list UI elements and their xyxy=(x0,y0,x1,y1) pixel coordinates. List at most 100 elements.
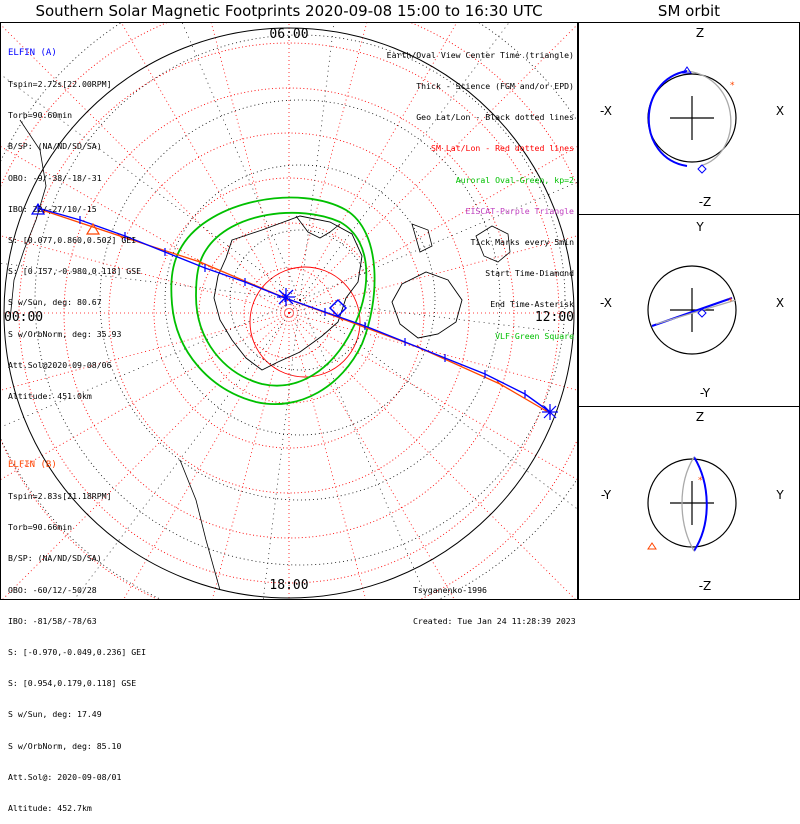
legend-item: Auroral Oval-Green, kp=2 xyxy=(455,174,574,185)
center-asterisk xyxy=(278,289,294,305)
orbit-asterisk: * xyxy=(698,476,703,486)
elfin-a-start-diamond xyxy=(328,298,348,318)
legend-item: End Time-Asterisk xyxy=(490,299,574,310)
credit-created: Created: Tue Jan 24 11:28:39 2023 xyxy=(413,616,576,627)
legend-item: EISCAT-Purple Triangle xyxy=(465,205,574,216)
sm-pole-circle xyxy=(249,266,361,378)
geo-lon-line xyxy=(182,23,301,301)
mlt-label-right: 12:00 xyxy=(535,310,574,325)
orbit2-left-label: -X xyxy=(600,296,612,310)
orbit-triangle xyxy=(682,66,692,74)
legend-item: SM Lat/Lon - Red dotted lines xyxy=(431,143,574,154)
credit-author: Tsyganenko-1996 xyxy=(413,584,487,595)
orbit1-left-label: -X xyxy=(600,104,612,118)
sm-lon-line xyxy=(288,312,367,599)
orbit2-top-label: Y xyxy=(695,220,704,234)
geo-lon-line xyxy=(299,299,577,510)
orbit-a-path xyxy=(647,70,688,167)
legend-item: Geo Lat/Lon - Black dotted lines xyxy=(416,112,574,123)
sm-lon-line xyxy=(211,312,290,599)
orbit-asterisk: * xyxy=(730,81,735,91)
orbit-b-path xyxy=(686,70,732,167)
geo-lat-circle xyxy=(164,164,436,436)
elfin-b-name: ELFIN (B) xyxy=(8,459,57,470)
elfin-b-info: ELFIN (B) Tspin=2.83s[21.18RPM] Torb=90.… xyxy=(8,439,146,824)
orbit1-top-label: Z xyxy=(696,26,704,40)
credits: Tsyganenko-1996 Created: Tue Jan 24 11:2… xyxy=(413,564,576,637)
sm-lat-circle xyxy=(18,42,560,584)
orbit-panel: * xyxy=(647,456,737,552)
geo-lon-line xyxy=(1,299,301,428)
coast-outline xyxy=(179,459,221,591)
mlt-label-top: 06:00 xyxy=(269,27,308,42)
geo-lat-circle xyxy=(34,34,566,566)
elfin-b-line: OBO: -60/12/-50/28 xyxy=(8,584,97,595)
footprint-tracks xyxy=(30,202,558,420)
coast-outline xyxy=(9,119,47,321)
mlt-label-left: 00:00 xyxy=(4,310,43,325)
island-outline xyxy=(475,225,511,263)
auroral-oval-inner xyxy=(195,211,368,387)
mlt-label-bottom: 18:00 xyxy=(269,578,308,593)
elfin-a-line: S w/Sun, deg: 80.67 xyxy=(8,297,102,308)
geo-lon-line xyxy=(74,299,301,599)
elfin-b-line: Torb=90.66min xyxy=(8,522,73,533)
elfin-a-line: S: [0.077,0.860,0.502] GEI xyxy=(8,235,137,246)
sm-lon-line xyxy=(210,23,290,314)
elfin-b-line: S: [-0.970,-0.049,0.236] GEI xyxy=(8,647,147,658)
geo-lon-line xyxy=(299,23,510,301)
elfin-b-line: S w/OrbNorm, deg: 85.10 xyxy=(8,740,122,751)
elfin-a-line: B/SP: (NA/ND/SD/SA) xyxy=(8,141,102,152)
elfin-a-line: S w/OrbNorm, deg: 35.93 xyxy=(8,328,122,339)
orbit-diamond xyxy=(697,308,707,318)
legend-item: VLF-Green Square xyxy=(495,330,574,341)
orbit2-right-label: X xyxy=(776,296,784,310)
geo-lon-line xyxy=(299,299,577,335)
elfin-b-line: IBO: -81/58/-78/63 xyxy=(8,615,97,626)
geo-lat-circle xyxy=(99,99,501,501)
elfin-a-end-asterisk xyxy=(543,405,557,419)
orbit-diamond xyxy=(697,164,707,174)
orbit-panel: * xyxy=(647,66,737,174)
orbit-panels: * * * xyxy=(647,66,737,552)
orbit-asterisk: * xyxy=(728,297,733,307)
orbit-b-path xyxy=(655,299,737,325)
elfin-b-triangle xyxy=(85,222,101,235)
island-outline xyxy=(411,223,433,253)
auroral-oval-outer xyxy=(170,196,376,405)
elfin-b-line: Att.Sol@: 2020-09-08/01 xyxy=(8,771,122,782)
legend-item: Start Time-Diamond xyxy=(485,268,574,279)
orbit-b-path xyxy=(681,456,695,552)
legend-item: Earth/Oval View Center Time (triangle) xyxy=(386,49,574,60)
elfin-a-line: Att.Sol@2020-09-08/06 xyxy=(8,359,112,370)
elfin-a-line: Tspin=2.72s[22.00RPM] xyxy=(8,79,112,90)
geo-lon-line xyxy=(262,299,301,599)
legend: Earth/Oval View Center Time (triangle) T… xyxy=(387,29,574,351)
elfin-b-line: S: [0.954,0.179,0.118] GSE xyxy=(8,678,137,689)
orbit3-top-label: Z xyxy=(696,410,704,424)
orbit2-bottom-label: -Y xyxy=(700,386,711,400)
chart-title: Southern Solar Magnetic Footprints 2020-… xyxy=(35,2,543,20)
earth-circle xyxy=(647,265,737,355)
elfin-a-line: Altitude: 451.0km xyxy=(8,391,92,402)
elfin-a-line: S: [0.157,-0.980,0.118] GSE xyxy=(8,266,142,277)
orbit-a-path xyxy=(693,456,708,552)
elfin-b-line: S w/Sun, deg: 17.49 xyxy=(8,709,102,720)
elfin-b-line: B/SP: (NA/ND/SD/SA) xyxy=(8,553,102,564)
orbit-panel-title: SM orbit xyxy=(657,2,721,20)
sm-lat-circle xyxy=(198,222,380,404)
elfin-a-name: ELFIN (A) xyxy=(8,47,57,58)
sm-lon-line xyxy=(288,312,455,599)
elfin-b-tick xyxy=(496,380,504,388)
sm-lat-circle xyxy=(153,177,425,449)
tracks xyxy=(30,202,558,420)
coast-outline xyxy=(295,215,341,239)
elfin-a-triangle xyxy=(30,202,46,215)
elfin-a-line: IBO: 22/-27/10/-15 xyxy=(8,203,97,214)
orbit1-right-label: X xyxy=(776,104,784,118)
orbit1-bottom-label: -Z xyxy=(699,195,712,209)
map-grid xyxy=(1,23,577,599)
orbit3-left-label: -Y xyxy=(601,488,612,502)
elfin-b-tick xyxy=(196,258,204,266)
polar-map xyxy=(1,23,577,599)
